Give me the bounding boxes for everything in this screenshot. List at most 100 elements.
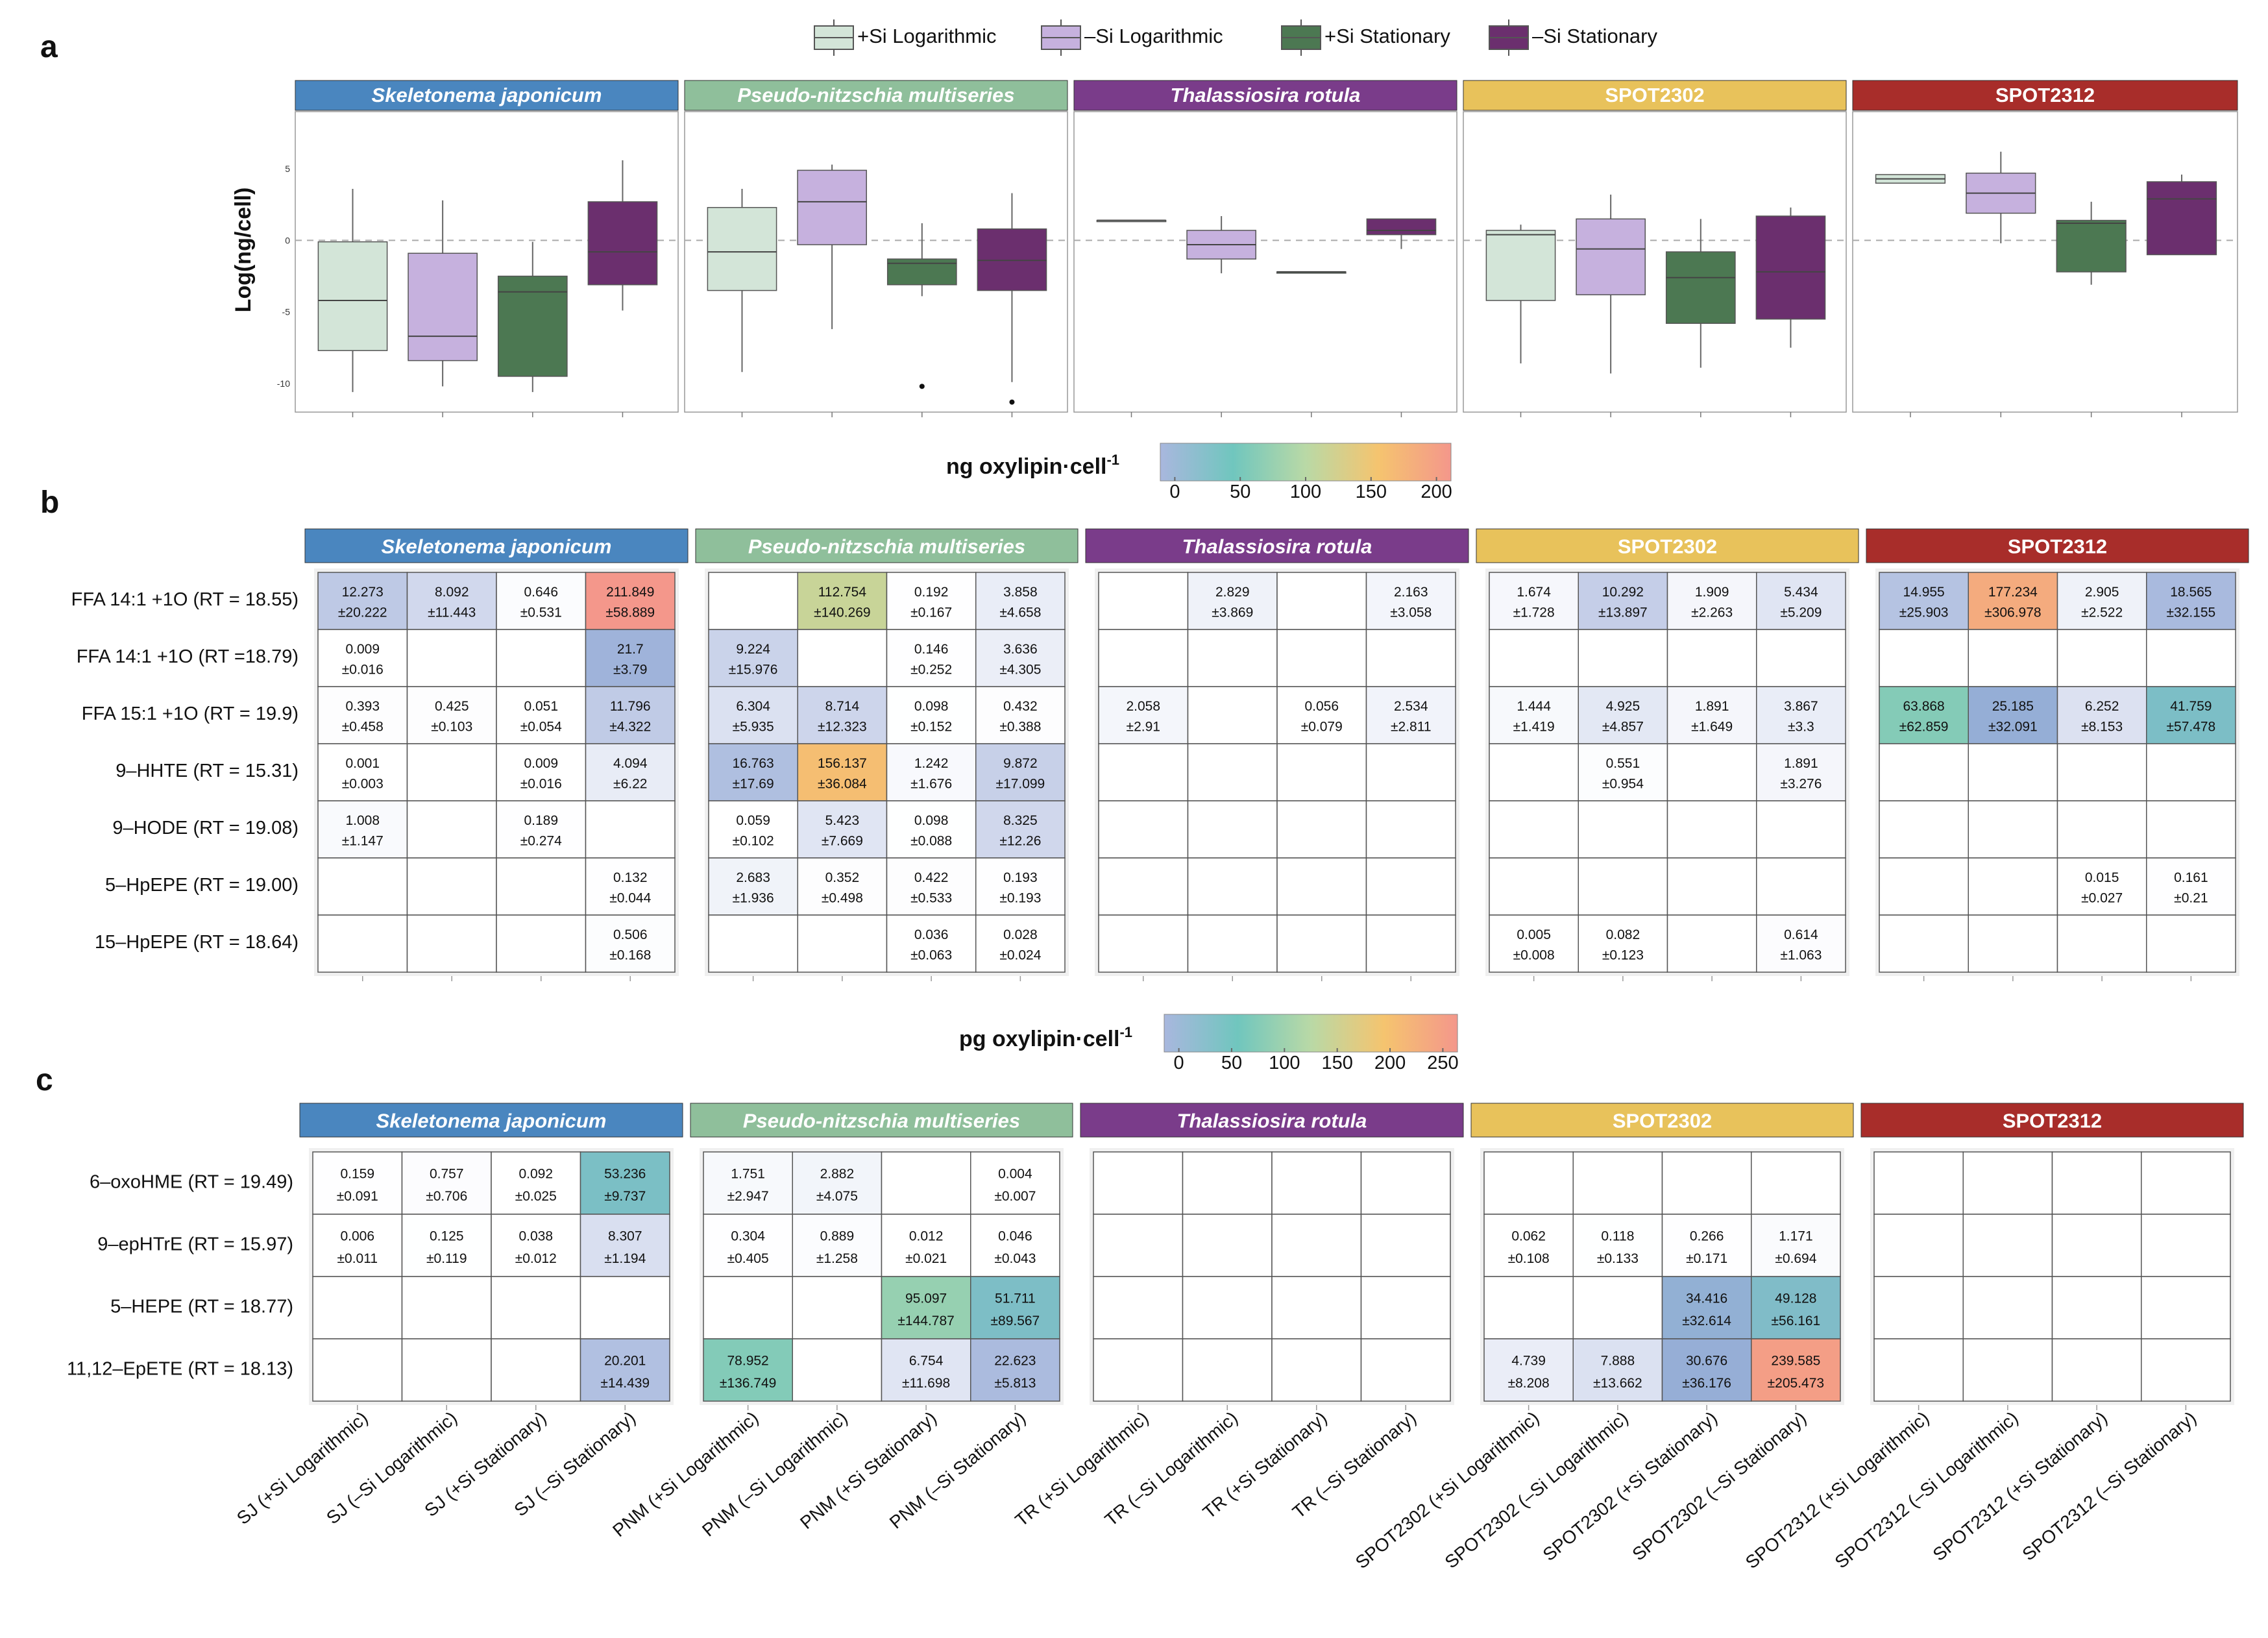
heatmap-cell [1578,686,1668,744]
heatmap-cell [406,572,497,630]
heatmap-cell [1483,1151,1574,1215]
cell-mean-label: 2.534 [1394,699,1428,714]
heatmap-cell [1489,857,1579,916]
colorbar-title-b-sup: -1 [1106,452,1119,468]
heatmap-cell [2056,800,2147,859]
cell-sd-label: ±13.662 [1593,1376,1642,1391]
cell-sd-label: ±0.027 [2081,891,2123,906]
cell-mean-label: 0.098 [914,813,949,828]
cell-sd-label: ±57.478 [2166,720,2215,735]
heatmap-cell [496,800,587,859]
heatmap-cell [1666,629,1757,687]
box-body [2146,181,2217,256]
cell-mean-label: 0.646 [524,585,558,600]
heatmap-row-label: 9–HHTE (RT = 15.31) [116,761,299,781]
cell-mean-label: 10.292 [1602,585,1644,600]
heatmap-cell [1578,914,1668,973]
heatmap-cell [496,686,587,744]
cell-sd-label: ±1.676 [910,777,952,792]
cell-mean-label: 0.193 [1003,870,1038,885]
cell-mean-label: 18.565 [2170,585,2212,600]
box-body [797,169,868,245]
heatmap-cell [1756,800,1846,859]
cell-mean-label: 4.925 [1606,699,1640,714]
heatmap-cell [491,1338,581,1402]
heatmap-row-label: 15–HpEPE (RT = 18.64) [95,932,299,953]
cell-sd-label: ±0.167 [910,605,952,620]
heatmap-cell [1968,686,2058,744]
heatmap-cell [1093,1338,1184,1402]
box-body [408,252,478,361]
heatmap-cell [491,1214,581,1277]
heatmap-cell [1276,743,1367,801]
heatmap-cell [406,743,497,801]
cell-mean-label: 5.423 [825,813,860,828]
heatmap-cell [2141,1151,2231,1215]
cell-mean-label: 0.757 [430,1166,464,1181]
heatmap-row-label: FFA 14:1 +1O (RT =18.79) [77,646,299,667]
cell-mean-label: 0.001 [345,756,380,771]
cell-mean-label: 0.009 [345,642,380,657]
cell-sd-label: ±0.252 [910,663,952,678]
cell-mean-label: 0.118 [1601,1228,1634,1243]
heatmap-cell [1360,1338,1451,1402]
cell-mean-label: 0.004 [998,1166,1032,1181]
cell-sd-label: ±0.21 [2174,891,2208,906]
colorbar-tick-label: 0 [1174,1053,1184,1073]
cell-sd-label: ±2.522 [2081,605,2123,620]
heatmap-cell [1879,686,1969,744]
heatmap-cell [1093,1151,1184,1215]
heatmap-cell [1756,629,1846,687]
facet-strip [1080,1103,1464,1138]
heatmap-cell [496,572,587,630]
heatmap-cell [975,857,1066,916]
cell-mean-label: 1.674 [1517,585,1551,600]
facet-label: Thalassiosira rotula [1177,1109,1367,1132]
cell-mean-label: 22.623 [994,1353,1036,1368]
heatmap-cell [792,1276,883,1339]
cell-mean-label: 9.224 [736,642,770,657]
heatmap-cell [2051,1151,2142,1215]
cell-sd-label: ±140.269 [814,605,870,620]
heatmap-panel-c: 6–oxoHME (RT = 19.49) 9–epHTrE (RT = 15.9… [67,1103,2244,1410]
panel-letter-a: a [40,30,58,64]
facet-strip [299,1103,683,1138]
cell-mean-label: 53.236 [604,1166,646,1181]
heatmap-cell [1098,686,1189,744]
heatmap-cell [708,686,798,744]
heatmap-cell [1365,857,1456,916]
heatmap-cell [1483,1276,1574,1339]
colorbar-c-ticks: 0 50 100 150 200 250 [1174,1048,1459,1073]
heatmap-cell [2051,1276,2142,1339]
box-body [1485,230,1556,301]
heatmap-cell [2146,800,2236,859]
heatmap-cell [1360,1151,1451,1215]
cell-mean-label: 1.909 [1695,585,1729,600]
y-tick-label: 5 [285,164,290,174]
heatmap-cell [1098,743,1189,801]
facet-strip [1852,80,2238,111]
cell-sd-label: ±0.171 [1686,1251,1727,1266]
box-body [2056,219,2127,273]
heatmap-cell [1489,572,1579,630]
heatmap-cell [1360,1214,1451,1277]
heatmap-cell [1187,629,1278,687]
cell-sd-label: ±0.694 [1775,1251,1816,1266]
heatmap-cell [585,914,676,973]
cell-mean-label: 1.242 [914,756,949,771]
cell-mean-label: 0.056 [1304,699,1339,714]
legend-label: –Si Stationary [1532,25,1657,47]
cell-mean-label: 63.868 [1903,699,1945,714]
cell-mean-label: 0.189 [524,813,558,828]
panel-letter-c: c [36,1063,53,1097]
colorbar-tick-label: 200 [1374,1053,1406,1073]
heatmap-cell [886,686,977,744]
heatmap-cell [1187,914,1278,973]
heatmap-cell [1187,743,1278,801]
heatmap-cell [703,1338,793,1402]
heatmap-cell [2056,914,2147,973]
heatmap-cell [1489,743,1579,801]
colorbar-title-c-main: pg oxylipin·cell [959,1027,1119,1051]
heatmap-cell [1578,629,1668,687]
heatmap-cell [797,743,888,801]
